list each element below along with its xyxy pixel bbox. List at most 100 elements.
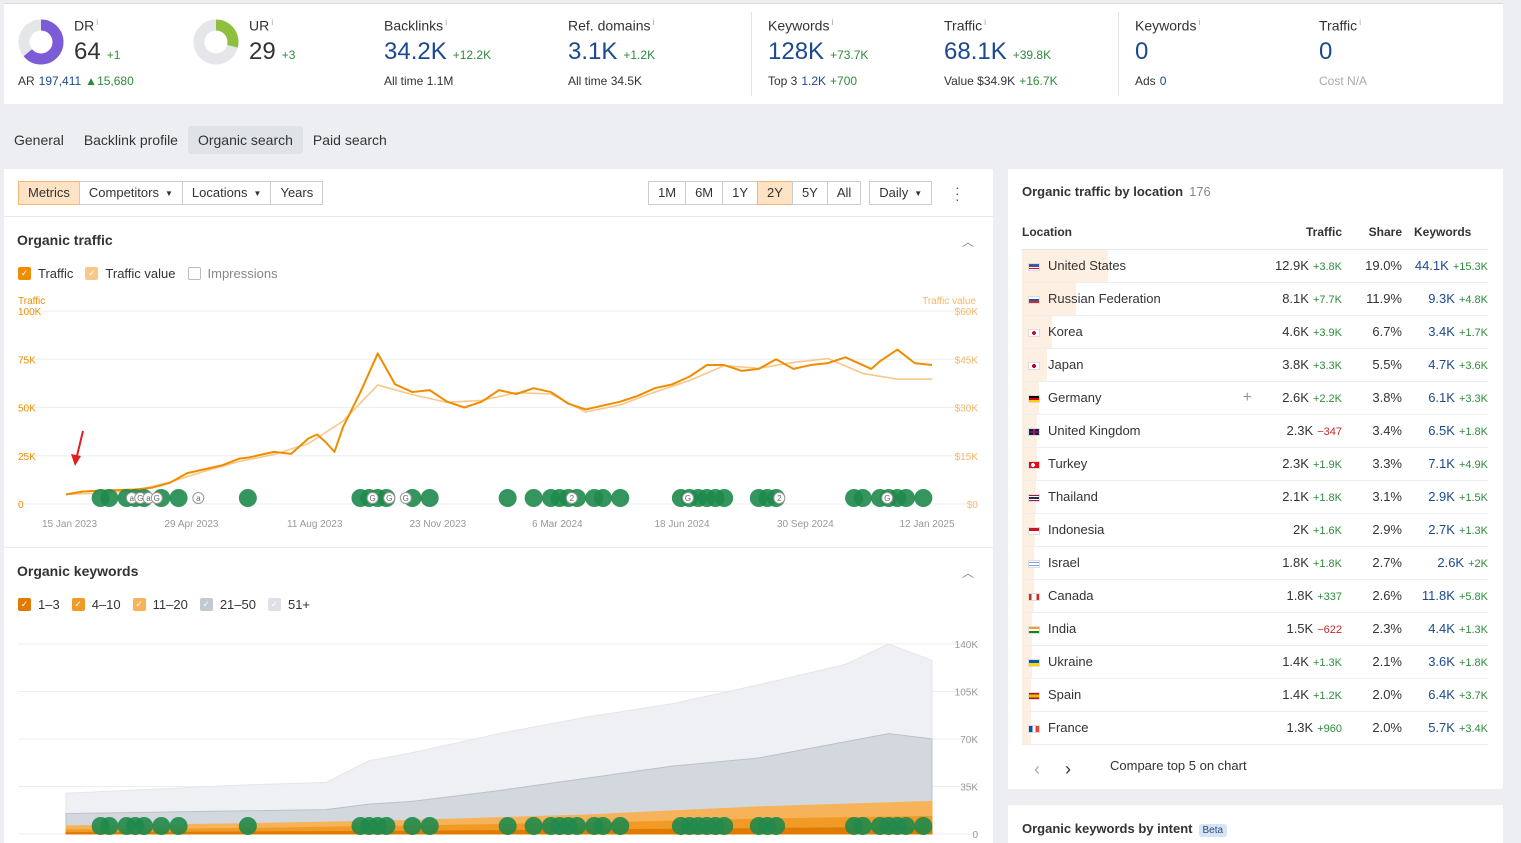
keywords-value[interactable]: 2.6K [1437,555,1465,570]
paid-traffic-value[interactable]: 0 [1319,38,1333,65]
location-name[interactable]: Russian Federation [1048,291,1161,306]
ads-value[interactable]: 0 [1159,74,1167,88]
table-row[interactable]: Spain 1.4K +1.2K 2.0% 6.4K +3.7K [1022,678,1488,712]
keywords-value[interactable]: 11.8K [1421,588,1455,603]
chevron-up-icon[interactable]: ︿ [962,235,975,249]
more-options-icon[interactable]: · · · [955,179,960,207]
location-name[interactable]: Thailand [1048,489,1098,504]
plus-icon[interactable]: + [1242,388,1252,406]
organic-traffic-chart[interactable]: Traffic Traffic value 0 $0 25K $15K 50K $30K 75K… [4,294,993,544]
traffic-value[interactable]: 68.1K [944,38,1007,65]
location-cell[interactable]: Turkey [1022,447,1258,481]
paid-keywords-value[interactable]: 0 [1135,38,1149,65]
tab-backlink-profile[interactable]: Backlink profile [83,132,178,148]
table-row[interactable]: Germany +2.6K +2.2K 3.8% 6.1K +3.3K [1022,381,1488,415]
location-name[interactable]: Germany [1048,390,1102,405]
legend-pos-11-20[interactable]: ✓ 11–20 [132,597,188,612]
legend-traffic[interactable]: ✓ Traffic [18,266,73,281]
chevron-up-icon[interactable]: ︿ [962,566,975,580]
location-name[interactable]: Korea [1048,324,1083,339]
table-row[interactable]: India 1.5K −622 2.3% 4.4K +1.3K [1022,612,1488,646]
table-row[interactable]: Russian Federation 8.1K +7.7K 11.9% 9.3K +4.8… [1022,282,1488,316]
location-cell[interactable]: Spain [1022,678,1258,712]
location-cell[interactable]: Korea [1022,315,1258,349]
location-cell[interactable]: Japan [1022,348,1258,382]
keywords-value[interactable]: 6.5K [1428,423,1455,438]
ref-domains-value[interactable]: 3.1K [568,38,618,65]
keywords-value[interactable]: 2.7K [1428,522,1455,537]
chevron-right-icon[interactable]: › [1065,759,1072,779]
location-name[interactable]: France [1048,720,1089,735]
location-cell[interactable]: India [1022,612,1258,646]
table-row[interactable]: United States 12.9K +3.8K 19.0% 44.1K +15.3K [1022,249,1488,283]
location-cell[interactable]: United States [1022,249,1258,283]
keywords-value[interactable]: 5.7K [1428,720,1455,735]
legend-pos-1-3[interactable]: ✓ 1–3 [18,597,60,612]
location-cell[interactable]: United Kingdom [1022,414,1258,448]
keywords-value[interactable]: 4.4K [1428,621,1455,636]
interval-dropdown[interactable]: Daily ▼ [869,181,933,205]
keywords-value[interactable]: 3.4K [1428,324,1455,339]
col-location[interactable]: Location [1022,215,1258,250]
locations-dropdown[interactable]: Locations ▼ [181,181,272,205]
table-row[interactable]: Canada 1.8K +337 2.6% 11.8K +5.8K [1022,579,1488,613]
location-cell[interactable]: Israel [1022,546,1258,580]
location-cell[interactable]: Ukraine [1022,645,1258,679]
competitors-dropdown[interactable]: Competitors ▼ [78,181,183,205]
keywords-value[interactable]: 44.1K [1414,258,1449,273]
col-keywords[interactable]: Keywords [1402,215,1488,250]
location-name[interactable]: Indonesia [1048,522,1105,537]
location-name[interactable]: Ukraine [1048,654,1093,669]
location-cell[interactable]: Germany + [1022,381,1258,415]
keywords-value[interactable]: 6.4K [1428,687,1455,702]
years-button[interactable]: Years [270,181,324,205]
table-row[interactable]: Israel 1.8K +1.8K 2.7% 2.6K +2K [1022,546,1488,580]
legend-traffic-value[interactable]: ✓ Traffic value [85,266,176,281]
metrics-button[interactable]: Metrics [18,181,80,205]
table-row[interactable]: Thailand 2.1K +1.8K 3.1% 2.9K +1.5K [1022,480,1488,514]
location-cell[interactable]: Canada [1022,579,1258,613]
range-6m[interactable]: 6M [685,181,724,205]
location-name[interactable]: India [1048,621,1077,636]
range-2y[interactable]: 2Y [757,181,793,205]
keywords-top3[interactable]: 1.2K [801,74,827,88]
keywords-value[interactable]: 4.7K [1428,357,1455,372]
location-name[interactable]: Israel [1048,555,1080,570]
location-name[interactable]: Canada [1048,588,1094,603]
col-traffic[interactable]: Traffic [1258,215,1342,250]
table-row[interactable]: Ukraine 1.4K +1.3K 2.1% 3.6K +1.8K [1022,645,1488,679]
range-1m[interactable]: 1M [648,181,687,205]
tab-general[interactable]: General [14,132,64,148]
chevron-left-icon[interactable]: ‹ [1034,759,1040,779]
location-name[interactable]: Spain [1048,687,1082,702]
location-cell[interactable]: France [1022,711,1258,745]
keywords-value[interactable]: 7.1K [1428,456,1455,471]
legend-pos-21-50[interactable]: ✓ 21–50 [199,597,256,612]
compare-top5-link[interactable]: Compare top 5 on chart [1110,758,1247,773]
location-name[interactable]: Japan [1048,357,1084,372]
legend-pos-4-10[interactable]: ✓ 4–10 [71,597,121,612]
location-cell[interactable]: Thailand [1022,480,1258,514]
location-name[interactable]: Turkey [1048,456,1088,471]
range-all[interactable]: All [826,181,862,205]
table-row[interactable]: Indonesia 2K +1.6K 2.9% 2.7K +1.3K [1022,513,1488,547]
legend-impressions[interactable]: Impressions [187,266,278,281]
table-row[interactable]: France 1.3K +960 2.0% 5.7K +3.4K [1022,711,1488,745]
table-row[interactable]: Turkey 2.3K +1.9K 3.3% 7.1K +4.9K [1022,447,1488,481]
tab-paid-search[interactable]: Paid search [312,132,387,148]
range-1y[interactable]: 1Y [722,181,759,205]
backlinks-value[interactable]: 34.2K [384,38,447,65]
location-name[interactable]: United Kingdom [1048,423,1141,438]
keywords-value[interactable]: 2.9K [1428,489,1455,504]
table-row[interactable]: Japan 3.8K +3.3K 5.5% 4.7K +3.6K [1022,348,1488,382]
keywords-value[interactable]: 3.6K [1428,654,1455,669]
keywords-value[interactable]: 128K [768,38,825,65]
location-cell[interactable]: Indonesia [1022,513,1258,547]
legend-pos-51-plus[interactable]: ✓ 51+ [267,597,310,612]
location-cell[interactable]: Russian Federation [1022,282,1258,316]
tab-organic-search[interactable]: Organic search [187,126,303,154]
keywords-value[interactable]: 9.3K [1428,291,1455,306]
range-5y[interactable]: 5Y [791,181,828,205]
location-name[interactable]: United States [1048,258,1127,273]
